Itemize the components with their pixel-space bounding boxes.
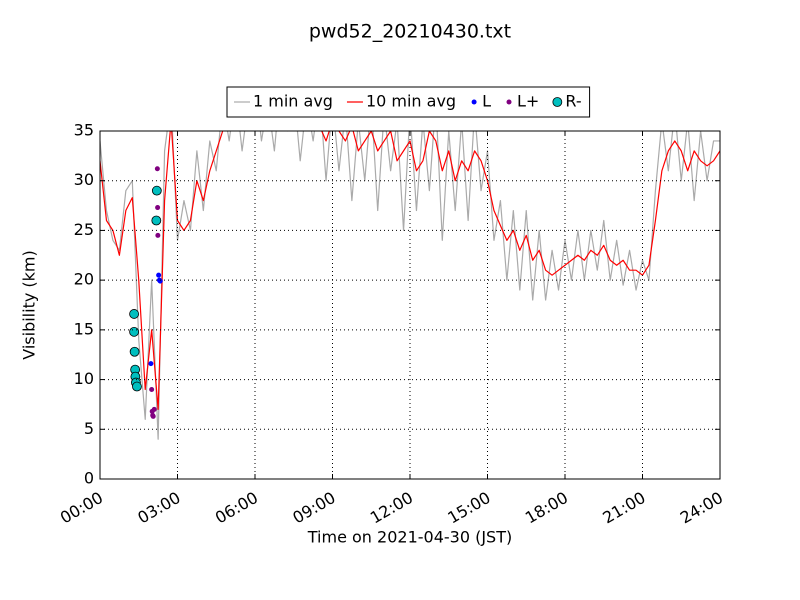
legend-label: R- — [565, 92, 581, 111]
x-tick-label: 21:00 — [599, 488, 648, 528]
data-point — [132, 381, 142, 392]
data-point — [149, 387, 155, 393]
x-tick-label: 06:00 — [212, 488, 261, 528]
legend-label: 10 min avg — [366, 92, 456, 111]
y-tick-label: 25 — [74, 220, 94, 239]
x-tick-label: 03:00 — [134, 488, 183, 528]
legend-label: 1 min avg — [253, 92, 333, 111]
y-tick-label: 0 — [84, 469, 94, 488]
data-point — [157, 278, 163, 284]
data-point — [155, 232, 161, 238]
data-point — [129, 326, 140, 337]
data-point — [155, 205, 161, 211]
legend-swatch — [471, 99, 477, 105]
data-point — [154, 166, 160, 172]
chart-title: pwd52_20210430.txt — [309, 21, 511, 43]
data-point — [129, 346, 140, 357]
y-tick-label: 5 — [84, 419, 94, 438]
legend-swatch — [506, 99, 512, 105]
data-point — [156, 272, 162, 278]
series-line — [100, 131, 720, 440]
series-line — [100, 131, 720, 410]
y-tick-label: 10 — [74, 369, 94, 388]
y-tick-label: 15 — [74, 319, 94, 338]
x-axis-label: Time on 2021-04-30 (JST) — [307, 528, 512, 547]
x-tick-label: 15:00 — [444, 488, 493, 528]
x-tick-label: 12:00 — [367, 488, 416, 528]
data-point — [151, 185, 162, 196]
data-point — [151, 215, 162, 226]
y-tick-label: 35 — [74, 121, 94, 140]
x-tick-label: 24:00 — [677, 488, 726, 528]
y-tick-label: 30 — [74, 170, 94, 189]
legend-label: L — [482, 92, 491, 111]
legend-label: L+ — [517, 92, 539, 111]
data-point — [151, 406, 157, 412]
x-tick-label: 00:00 — [57, 488, 106, 528]
legend: 1 min avg 10 min avg L L+ R- — [226, 86, 591, 118]
y-tick-label: 20 — [74, 270, 94, 289]
data-point — [129, 309, 140, 319]
y-axis-label: Visibility (km) — [20, 250, 39, 359]
plot-area — [100, 131, 720, 440]
x-tick-label: 18:00 — [522, 488, 571, 528]
x-tick-label: 09:00 — [289, 488, 338, 528]
legend-swatch — [552, 97, 563, 107]
legend-frame — [226, 86, 591, 118]
data-point — [148, 361, 154, 367]
data-point — [150, 413, 156, 419]
